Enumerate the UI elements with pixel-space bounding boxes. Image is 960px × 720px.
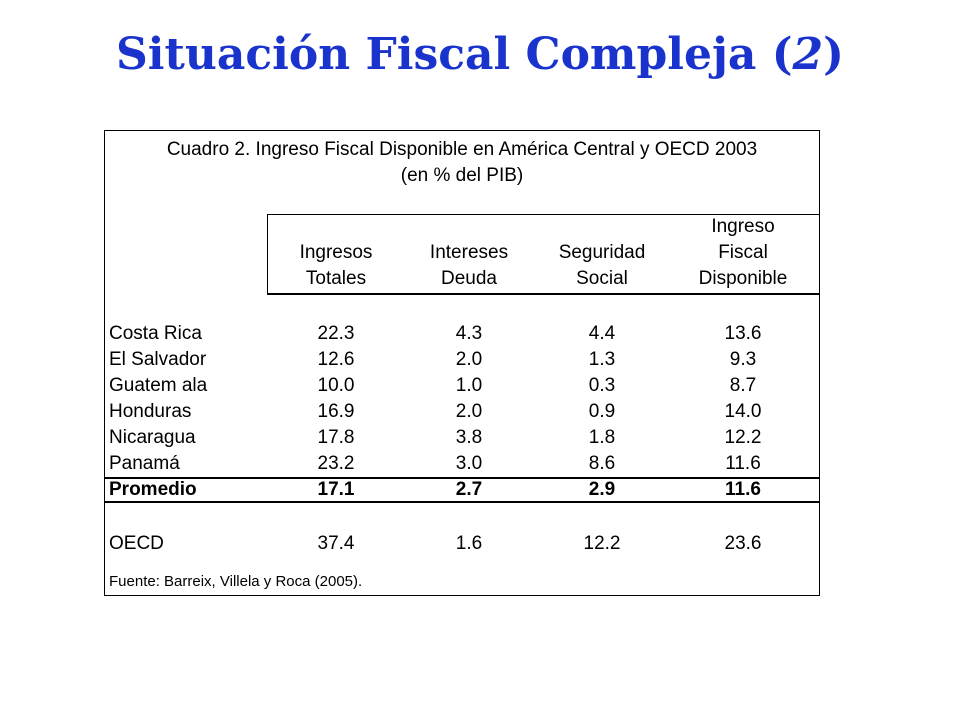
cell-ingresos-totales: 17.1 bbox=[317, 479, 355, 500]
header-line: Fiscal bbox=[718, 242, 768, 263]
cell-intereses-deuda: 1.0 bbox=[455, 375, 483, 396]
cell-intereses-deuda: 2.7 bbox=[455, 479, 483, 500]
cell-ingresos-totales: 10.0 bbox=[317, 375, 355, 396]
cell-seguridad-social: 1.3 bbox=[588, 349, 616, 370]
slide-title-number: 2 bbox=[792, 29, 824, 80]
cell-seguridad-social: 4.4 bbox=[588, 323, 616, 344]
cell-ingresos-totales: 22.3 bbox=[317, 323, 355, 344]
cell-ingresos-totales: 16.9 bbox=[317, 401, 355, 422]
table-row: Costa Rica 22.3 4.3 4.4 13.6 bbox=[105, 321, 819, 347]
cell-ingresos-totales: 17.8 bbox=[317, 427, 355, 448]
cell-ingresos-totales: 12.6 bbox=[317, 349, 355, 370]
cell-seguridad-social: 8.6 bbox=[588, 453, 616, 474]
cell-intereses-deuda: 3.8 bbox=[455, 427, 483, 448]
row-country: Guatem ala bbox=[109, 375, 208, 396]
cell-seguridad-social: 1.8 bbox=[588, 427, 616, 448]
cell-ingresos-totales: 37.4 bbox=[317, 533, 355, 554]
table-header bbox=[267, 214, 820, 295]
cell-ingreso-fiscal-disponible: 9.3 bbox=[729, 349, 757, 370]
cell-intereses-deuda: 1.6 bbox=[455, 533, 483, 554]
header-line: Totales bbox=[305, 268, 367, 289]
header-line: Intereses bbox=[429, 242, 509, 263]
slide-title-text: Situación Fiscal Compleja ( bbox=[116, 29, 793, 80]
cell-ingreso-fiscal-disponible: 11.6 bbox=[725, 453, 761, 474]
row-country: El Salvador bbox=[109, 349, 207, 370]
row-country: Honduras bbox=[109, 401, 192, 422]
cell-intereses-deuda: 2.0 bbox=[455, 349, 483, 370]
cell-seguridad-social: 2.9 bbox=[588, 479, 616, 500]
table-caption: Cuadro 2. Ingreso Fiscal Disponible en A… bbox=[166, 139, 758, 160]
header-ingreso-fiscal-disponible: Ingreso Fiscal Disponible bbox=[669, 214, 817, 292]
cell-seguridad-social: 12.2 bbox=[583, 533, 621, 554]
header-line: Social bbox=[576, 268, 628, 289]
row-country: Costa Rica bbox=[109, 323, 202, 344]
header-line: Disponible bbox=[698, 268, 788, 289]
table-source-note: Fuente: Barreix, Villela y Roca (2005). bbox=[109, 573, 363, 590]
cell-ingreso-fiscal-disponible: 14.0 bbox=[724, 401, 762, 422]
table-row: Nicaragua 17.8 3.8 1.8 12.2 bbox=[105, 425, 819, 451]
cell-ingreso-fiscal-disponible: 13.6 bbox=[724, 323, 762, 344]
fiscal-table: Cuadro 2. Ingreso Fiscal Disponible en A… bbox=[104, 130, 820, 596]
header-line: Ingreso bbox=[711, 216, 775, 237]
slide-title: Situación Fiscal Compleja (2) bbox=[0, 33, 960, 77]
row-country: OECD bbox=[109, 533, 164, 554]
cell-ingresos-totales: 23.2 bbox=[317, 453, 355, 474]
header-line: Seguridad bbox=[558, 242, 646, 263]
row-country: Promedio bbox=[109, 479, 197, 500]
table-row: Guatem ala 10.0 1.0 0.3 8.7 bbox=[105, 373, 819, 399]
slide-title-close: ) bbox=[823, 29, 844, 80]
header-ingresos-totales: Ingresos Totales bbox=[271, 240, 401, 292]
average-row: Promedio 17.1 2.7 2.9 11.6 bbox=[105, 477, 819, 503]
cell-seguridad-social: 0.3 bbox=[588, 375, 616, 396]
cell-intereses-deuda: 4.3 bbox=[455, 323, 483, 344]
header-line: Ingresos bbox=[299, 242, 373, 263]
cell-ingreso-fiscal-disponible: 23.6 bbox=[724, 533, 762, 554]
table-subcaption: (en % del PIB) bbox=[400, 165, 524, 186]
row-country: Nicaragua bbox=[109, 427, 196, 448]
header-seguridad-social: Seguridad Social bbox=[537, 240, 667, 292]
cell-intereses-deuda: 2.0 bbox=[455, 401, 483, 422]
cell-seguridad-social: 0.9 bbox=[588, 401, 616, 422]
table-row: Honduras 16.9 2.0 0.9 14.0 bbox=[105, 399, 819, 425]
cell-intereses-deuda: 3.0 bbox=[455, 453, 483, 474]
header-line: Deuda bbox=[441, 268, 497, 289]
oecd-row: OECD 37.4 1.6 12.2 23.6 bbox=[105, 531, 819, 557]
row-country: Panamá bbox=[109, 453, 180, 474]
table-row: El Salvador 12.6 2.0 1.3 9.3 bbox=[105, 347, 819, 373]
cell-ingreso-fiscal-disponible: 12.2 bbox=[724, 427, 762, 448]
header-intereses-deuda: Intereses Deuda bbox=[403, 240, 535, 292]
table-row: Panamá 23.2 3.0 8.6 11.6 bbox=[105, 451, 819, 477]
cell-ingreso-fiscal-disponible: 11.6 bbox=[725, 479, 761, 500]
cell-ingreso-fiscal-disponible: 8.7 bbox=[729, 375, 757, 396]
